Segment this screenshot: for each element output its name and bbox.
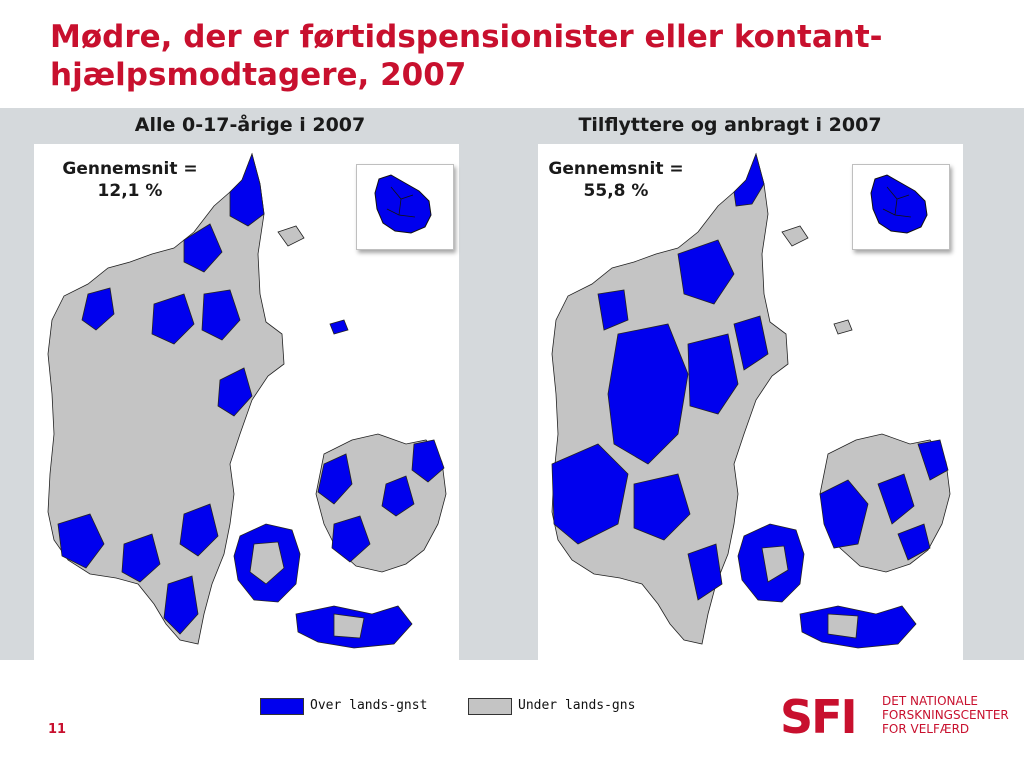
denmark-map-right <box>551 152 951 649</box>
page-number: 11 <box>48 722 67 737</box>
map-left-average: Gennemsnit = 12,1 % <box>40 158 220 202</box>
map-right-title: Tilflyttere og anbragt i 2007 <box>578 114 882 136</box>
sfi-logo-text: DET NATIONALE FORSKNINGSCENTER FOR VELFÆ… <box>882 694 1009 736</box>
lolland-falster-right <box>799 605 917 649</box>
bornholm-map-left <box>374 174 432 234</box>
logo-line1: DET NATIONALE <box>882 694 978 708</box>
legend-swatch-above <box>260 698 304 715</box>
slide-title-line1: Mødre, der er førtidspensionister eller … <box>50 19 883 55</box>
legend-label-above: Over lands-gnst <box>310 698 428 713</box>
sfi-logo: SFI <box>780 690 858 744</box>
map-right-average-label: Gennemsnit = <box>548 159 684 179</box>
slide-title: Mødre, der er førtidspensionister eller … <box>50 18 1010 94</box>
map-left-title: Alle 0-17-årige i 2007 <box>134 114 366 136</box>
legend-label-below: Under lands-gns <box>518 698 636 713</box>
bornholm-map-right <box>870 174 928 234</box>
map-right-average-value: 55,8 % <box>583 181 649 201</box>
slide-title-line2: hjælpsmodtagere, 2007 <box>50 57 467 93</box>
legend-swatch-below <box>468 698 512 715</box>
map-right-average: Gennemsnit = 55,8 % <box>526 158 706 202</box>
logo-line3: FOR VELFÆRD <box>882 722 970 736</box>
denmark-map-left <box>47 152 447 649</box>
bornholm-inset-right <box>852 164 950 250</box>
map-left-average-value: 12,1 % <box>97 181 163 201</box>
bornholm-inset-left <box>356 164 454 250</box>
jutland-region-left <box>47 152 285 645</box>
map-left-average-label: Gennemsnit = <box>62 159 198 179</box>
logo-line2: FORSKNINGSCENTER <box>882 708 1009 722</box>
